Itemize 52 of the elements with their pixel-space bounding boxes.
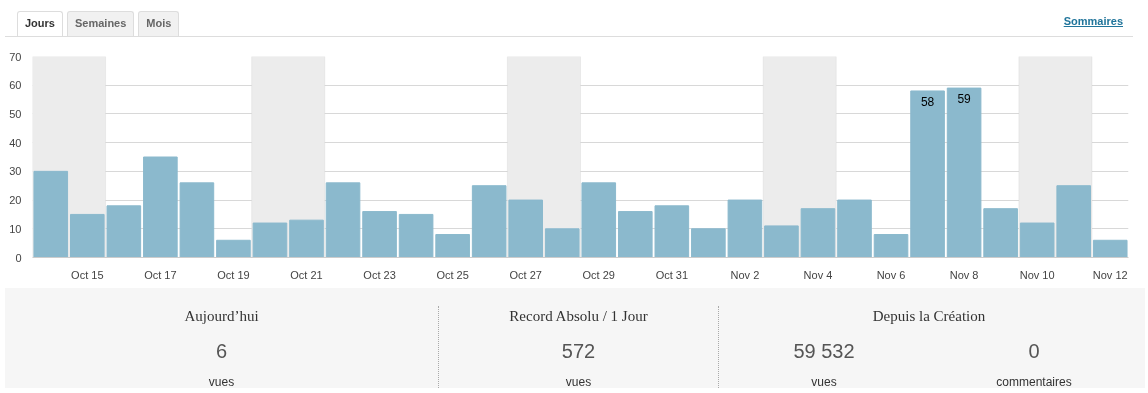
y-tick-label: 70 bbox=[9, 50, 22, 63]
bar bbox=[216, 239, 251, 258]
x-tick-label: Oct 23 bbox=[363, 268, 396, 281]
text: Aujourd’hui bbox=[183, 307, 260, 326]
bar bbox=[837, 199, 872, 258]
y-tick-label: 40 bbox=[9, 136, 22, 149]
y-tick-label: 30 bbox=[9, 165, 22, 178]
bar bbox=[800, 208, 836, 258]
bar bbox=[289, 219, 324, 258]
bar bbox=[910, 90, 945, 258]
x-tick-label: Nov 2 bbox=[730, 268, 760, 281]
text: vues bbox=[207, 374, 236, 391]
text: Record Absolu / 1 Jour bbox=[508, 307, 649, 326]
x-tick-label: Oct 27 bbox=[509, 268, 542, 281]
x-tick-label: Nov 6 bbox=[876, 268, 906, 281]
x-tick-label: Oct 25 bbox=[436, 268, 469, 281]
text: Depuis la Création bbox=[871, 307, 987, 326]
text: vues bbox=[810, 374, 838, 391]
text: 572 bbox=[560, 339, 597, 365]
y-tick-label: 20 bbox=[9, 194, 22, 207]
x-tick-label: Oct 19 bbox=[217, 268, 250, 281]
x-tick-label: Oct 21 bbox=[290, 268, 323, 281]
x-tick-label: Nov 4 bbox=[803, 268, 833, 281]
data-label: 58 bbox=[920, 94, 935, 109]
bar bbox=[362, 211, 397, 258]
y-tick-label: 60 bbox=[9, 79, 22, 92]
x-tick-label: Oct 29 bbox=[582, 268, 615, 281]
text: 6 bbox=[214, 339, 229, 365]
bar bbox=[1092, 239, 1128, 258]
text: commentaires bbox=[995, 374, 1073, 391]
y-tick-label: 0 bbox=[15, 251, 22, 264]
text: Semaines bbox=[66, 11, 135, 36]
text: 59 532 bbox=[792, 339, 856, 365]
y-tick-label: 10 bbox=[9, 222, 22, 235]
bar bbox=[873, 234, 909, 258]
text: Mois bbox=[138, 11, 180, 36]
y-tick-label: 50 bbox=[9, 107, 22, 120]
bar bbox=[764, 225, 799, 258]
x-tick-label: Oct 15 bbox=[71, 268, 104, 281]
bar bbox=[325, 182, 361, 258]
bar bbox=[252, 222, 288, 258]
x-tick-label: Nov 12 bbox=[1092, 268, 1128, 281]
bar bbox=[33, 170, 69, 258]
text: vues bbox=[564, 374, 593, 391]
x-tick-label: Nov 10 bbox=[1019, 268, 1055, 281]
text: Sommaires bbox=[1063, 14, 1123, 29]
x-tick-label: Oct 17 bbox=[144, 268, 177, 281]
data-label: 59 bbox=[957, 92, 972, 107]
text: Jours bbox=[17, 11, 63, 36]
x-tick-label: Nov 8 bbox=[949, 268, 979, 281]
text: 0 bbox=[1027, 339, 1041, 365]
x-tick-label: Oct 31 bbox=[655, 268, 689, 281]
